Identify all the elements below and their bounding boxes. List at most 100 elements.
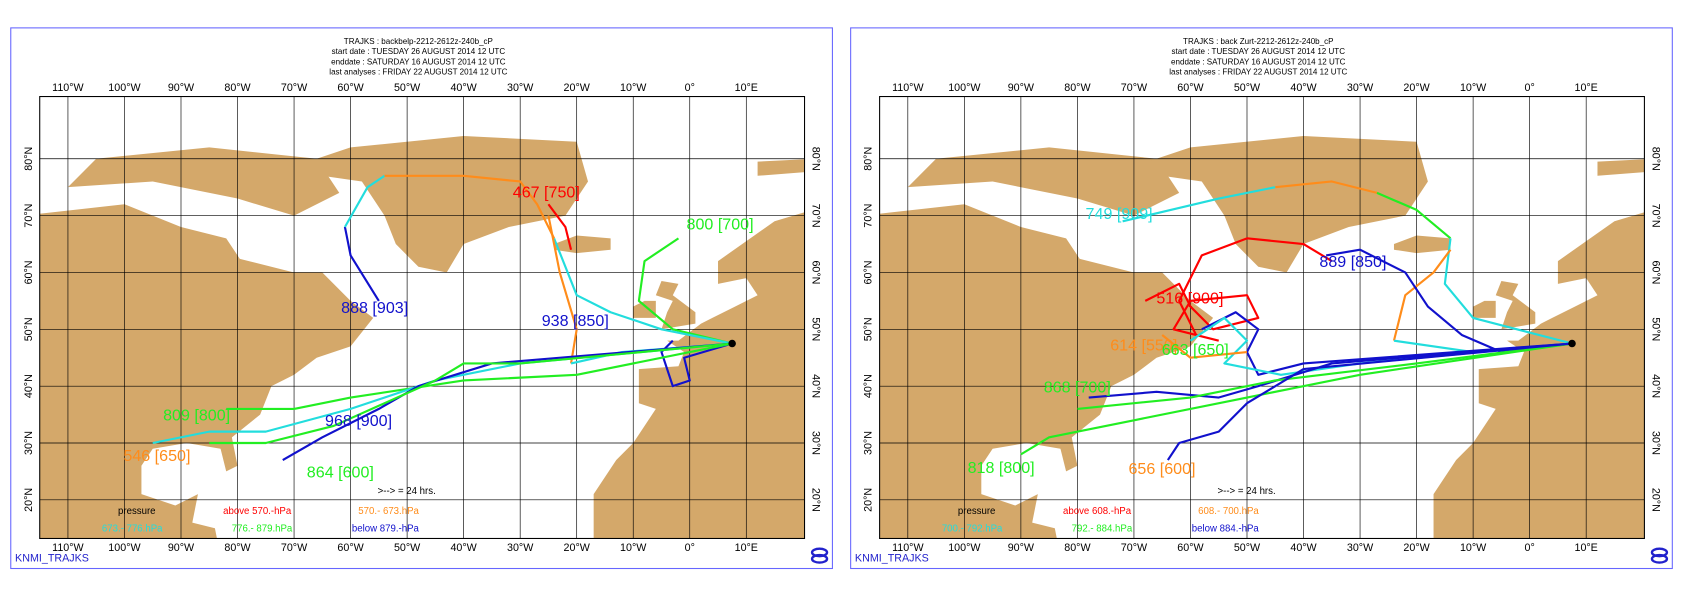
legend-entry: 700.- 792.hPa xyxy=(942,523,1003,534)
trajectory xyxy=(547,215,578,364)
lon-label: 50°W xyxy=(394,82,421,94)
legend-entry: 673.- 776.hPa xyxy=(102,523,163,534)
lat-label: 80°N xyxy=(1649,147,1661,171)
land xyxy=(1473,300,1496,318)
lon-label: 50°W xyxy=(1234,542,1261,554)
lon-label: 110°W xyxy=(892,542,924,554)
trajectory-label: 809 [800] xyxy=(163,406,230,424)
lon-label: 10°W xyxy=(620,82,647,94)
header-line: start date : TUESDAY 26 AUGUST 2014 12 U… xyxy=(1172,47,1346,56)
lon-label: 10°E xyxy=(1574,82,1597,94)
trajectory xyxy=(1178,237,1333,336)
trajectory-label: 938 [850] xyxy=(542,312,609,330)
footer: KNMI_TRAJKS xyxy=(855,553,929,565)
lon-label: 10°E xyxy=(735,82,758,94)
lon-label: 30°W xyxy=(507,542,534,554)
legend-title: pressure xyxy=(958,506,996,517)
lon-label: 80°W xyxy=(224,82,251,94)
lon-label: 60°W xyxy=(1177,82,1204,94)
trajectory-label: 864 [600] xyxy=(307,463,374,481)
lat-label: 40°N xyxy=(809,374,821,398)
trajectory xyxy=(1376,191,1452,240)
map-frame xyxy=(879,96,1645,540)
lat-label: 70°N xyxy=(23,204,35,228)
lon-label: 110°W xyxy=(52,82,84,94)
legend-title: pressure xyxy=(118,506,156,517)
lat-label: 50°N xyxy=(863,317,875,341)
lon-label: 30°W xyxy=(507,82,534,94)
lon-label: 60°W xyxy=(337,82,364,94)
lat-label: 40°N xyxy=(1649,374,1661,398)
lon-label: 40°W xyxy=(450,82,477,94)
lon-label: 10°E xyxy=(1574,542,1597,554)
trajectory xyxy=(1077,342,1573,410)
start-point xyxy=(1568,339,1576,348)
trajectory-label: 889 [850] xyxy=(1319,253,1386,271)
lat-label: 20°N xyxy=(1649,488,1661,512)
trajectory-label: 663 [650] xyxy=(1162,341,1229,359)
trajectory-label: 614 [550] xyxy=(1110,337,1177,355)
lon-label: 60°W xyxy=(337,542,364,554)
map-area xyxy=(879,96,1645,539)
start-point xyxy=(728,339,736,348)
lat-label: 40°N xyxy=(863,374,875,398)
lon-label: 90°W xyxy=(1008,82,1035,94)
map-panel: 110°W 110°W 100°W 100°W 90°W 90°W 80°W 80°W 70°W… xyxy=(850,27,1673,570)
trajectory-label: 868 [700] xyxy=(1044,379,1111,397)
trajectory xyxy=(1161,334,1248,359)
logo xyxy=(810,553,829,564)
legend-interval: >--> = 24 hrs. xyxy=(378,486,436,497)
land xyxy=(879,204,1214,539)
trajectory xyxy=(1392,249,1452,341)
legend-entry: below 879.-hPa xyxy=(352,523,420,534)
land xyxy=(1433,212,1645,539)
trajectory xyxy=(1122,186,1276,223)
lat-label: 80°N xyxy=(863,147,875,171)
legend-entry: 608.- 700.hPa xyxy=(1198,506,1259,517)
lat-label: 50°N xyxy=(809,317,821,341)
lon-label: 40°W xyxy=(450,542,477,554)
lat-label: 20°N xyxy=(863,488,875,512)
lat-label: 30°N xyxy=(809,431,821,455)
header-line: TRAJKS : back Zurt-2212-2612z-240b_cP xyxy=(1183,37,1333,46)
trajectory-label: 656 [600] xyxy=(1128,460,1195,478)
land xyxy=(655,280,696,330)
map-panel: 110°W 110°W 100°W 100°W 90°W 90°W 80°W 80°W 70°W… xyxy=(10,27,833,570)
lon-label: 20°W xyxy=(564,82,591,94)
lat-label: 30°N xyxy=(863,431,875,455)
lat-label: 30°N xyxy=(1649,431,1661,455)
lon-label: 90°W xyxy=(168,82,195,94)
panel-border xyxy=(850,27,1673,570)
lon-label: 90°W xyxy=(168,542,195,554)
header-line: TRAJKS : backbelp-2212-2612z-240b_cP xyxy=(344,37,493,46)
lon-label: 80°W xyxy=(224,542,251,554)
legend-entry: above 570.-hPa xyxy=(223,506,292,517)
lon-label: 60°W xyxy=(1177,542,1204,554)
map-frame xyxy=(39,96,806,540)
lon-label: 80°W xyxy=(1064,82,1091,94)
legend-entry: below 884.-hPa xyxy=(1192,523,1260,534)
land xyxy=(1122,136,1428,273)
trajectory xyxy=(637,237,733,345)
lat-label: 60°N xyxy=(809,260,821,284)
lat-label: 80°N xyxy=(23,147,35,171)
lon-label: 70°W xyxy=(281,82,308,94)
lat-label: 80°N xyxy=(809,147,821,171)
trajectory xyxy=(343,226,380,302)
legend-entry: 570.- 673.hPa xyxy=(358,506,419,517)
lon-label: 100°W xyxy=(108,82,141,94)
land xyxy=(907,147,1180,216)
lon-label: 100°W xyxy=(948,82,981,94)
lat-label: 60°N xyxy=(23,260,35,284)
lat-label: 30°N xyxy=(23,431,35,455)
trajectory xyxy=(1088,342,1573,399)
trajectory xyxy=(1166,342,1573,461)
trajectory-label: 818 [800] xyxy=(968,459,1035,477)
legend-entry: above 608.-hPa xyxy=(1063,506,1132,517)
lat-label: 20°N xyxy=(23,488,35,512)
lat-label: 70°N xyxy=(1649,204,1661,228)
lon-label: 30°W xyxy=(1347,542,1374,554)
trajectory xyxy=(553,237,733,345)
